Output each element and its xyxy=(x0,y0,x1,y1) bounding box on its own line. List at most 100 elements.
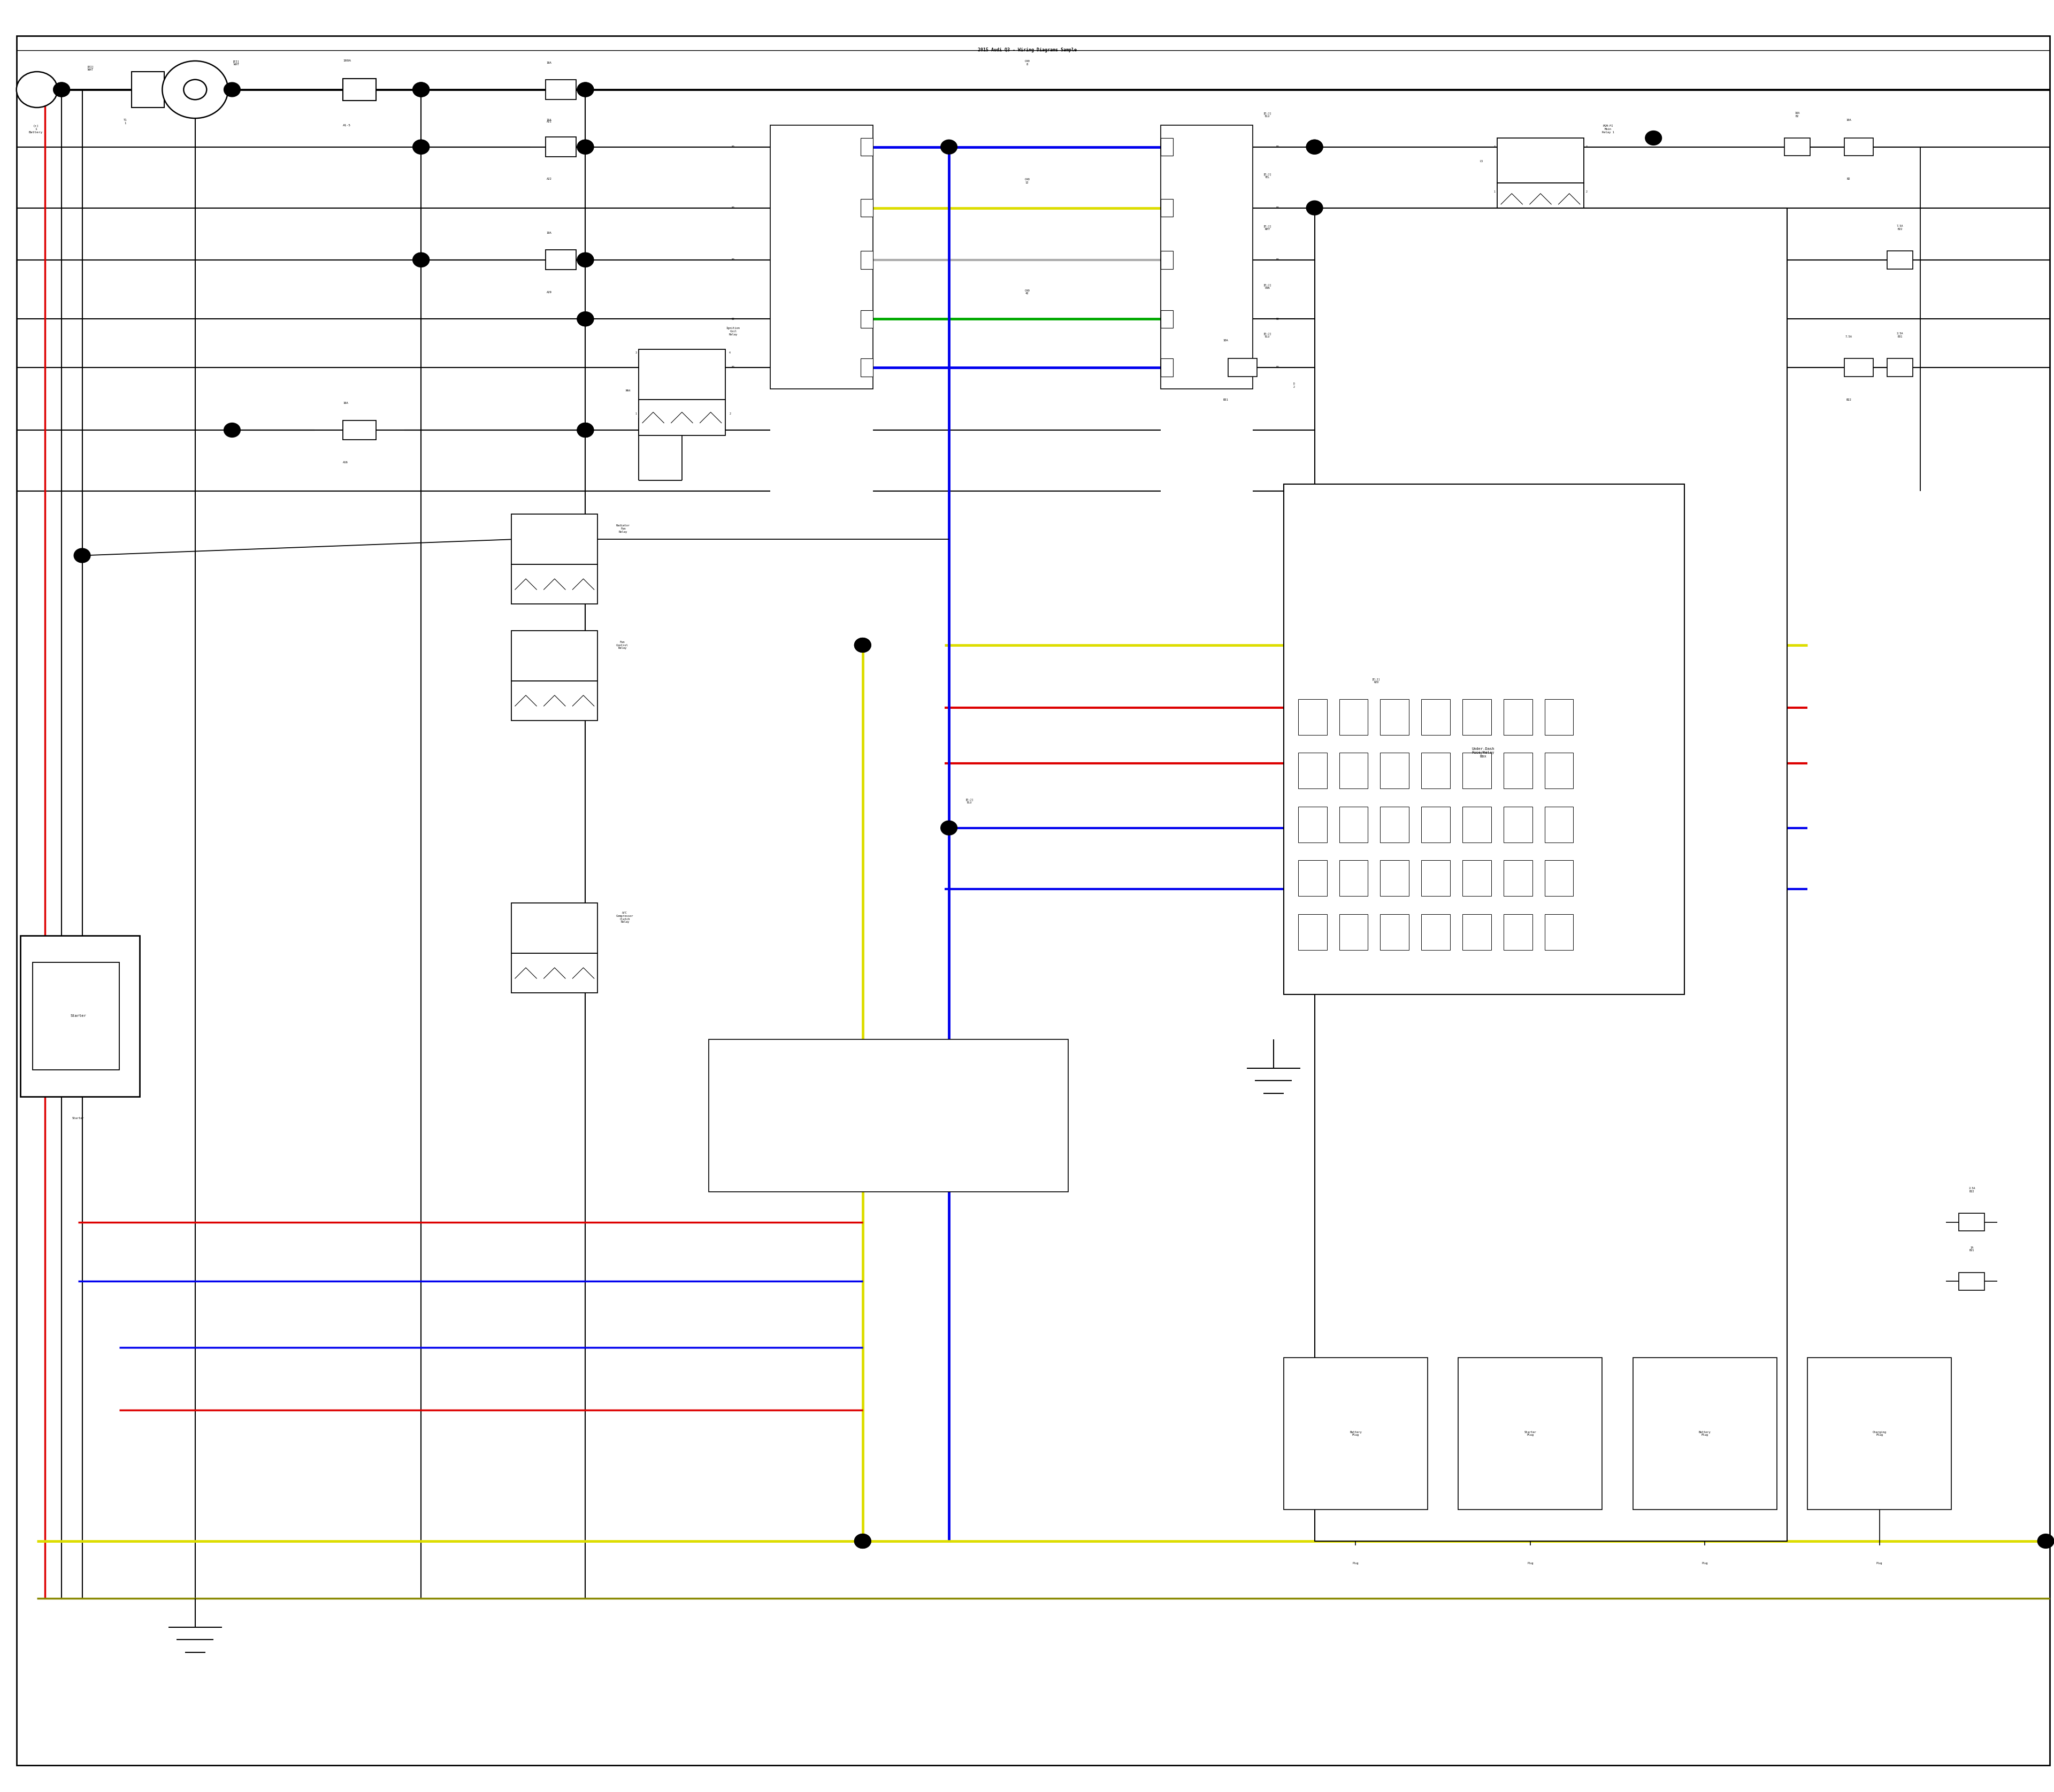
Bar xyxy=(511,903,598,953)
Bar xyxy=(1339,806,1368,842)
Bar xyxy=(1888,358,1912,376)
Bar xyxy=(1497,138,1584,183)
Text: 59: 59 xyxy=(1276,206,1280,210)
Bar xyxy=(1380,806,1409,842)
Bar xyxy=(1284,1358,1428,1509)
Text: 59: 59 xyxy=(731,145,735,149)
Text: 59: 59 xyxy=(731,206,735,210)
Circle shape xyxy=(413,82,429,97)
Bar xyxy=(1545,806,1573,842)
Text: [E:J]
WHT: [E:J] WHT xyxy=(1263,224,1271,231)
Circle shape xyxy=(577,253,594,267)
Text: 15A: 15A xyxy=(546,118,553,122)
Text: Plug: Plug xyxy=(1703,1563,1707,1564)
Text: Under-Dash
Fuse/Relay
Box: Under-Dash Fuse/Relay Box xyxy=(1471,747,1495,758)
Text: [E:J]
RED: [E:J] RED xyxy=(1372,677,1380,685)
Bar xyxy=(1462,860,1491,896)
Bar xyxy=(1545,753,1573,788)
Text: (+)
1
Battery: (+) 1 Battery xyxy=(29,125,43,133)
Text: A1-5: A1-5 xyxy=(343,124,351,127)
Text: A22: A22 xyxy=(546,177,553,181)
Bar xyxy=(1380,699,1409,735)
Circle shape xyxy=(224,82,240,97)
Circle shape xyxy=(577,82,594,97)
Circle shape xyxy=(183,79,207,100)
Text: C40
42: C40 42 xyxy=(1025,289,1029,296)
Text: Battery
Plug: Battery Plug xyxy=(1699,1430,1711,1437)
Bar xyxy=(1808,1358,1951,1509)
Bar xyxy=(1380,753,1409,788)
Text: A/C
Compressor
Clutch
Relay: A/C Compressor Clutch Relay xyxy=(616,912,633,923)
Text: [E:J]
BLU: [E:J] BLU xyxy=(1263,332,1271,339)
Bar xyxy=(1421,914,1450,950)
Text: 59: 59 xyxy=(1276,317,1280,321)
Text: Battery
Plug: Battery Plug xyxy=(1349,1430,1362,1437)
Circle shape xyxy=(941,140,957,154)
Text: B2: B2 xyxy=(1847,177,1851,181)
Text: 10A: 10A xyxy=(1847,118,1851,122)
Bar xyxy=(639,349,725,400)
Text: 59: 59 xyxy=(1276,366,1280,369)
Text: PGM-FI
Main
Relay 1: PGM-FI Main Relay 1 xyxy=(1602,125,1614,133)
Text: Plug: Plug xyxy=(1877,1563,1881,1564)
Bar xyxy=(1462,914,1491,950)
Bar xyxy=(861,358,873,376)
Circle shape xyxy=(854,638,871,652)
Circle shape xyxy=(854,1534,871,1548)
Bar xyxy=(770,125,873,389)
Text: 59: 59 xyxy=(731,366,735,369)
Bar xyxy=(1633,1358,1777,1509)
Bar xyxy=(1161,138,1173,156)
Circle shape xyxy=(1306,201,1323,215)
Text: 10A
B2: 10A B2 xyxy=(1795,111,1799,118)
Text: 16A: 16A xyxy=(343,401,349,405)
Text: 1A
B21: 1A B21 xyxy=(1970,1245,1974,1253)
Text: 2.5A
B31: 2.5A B31 xyxy=(1896,332,1904,339)
Text: B31: B31 xyxy=(1222,398,1228,401)
Text: A21: A21 xyxy=(546,120,553,124)
Text: [EI]
WHT: [EI] WHT xyxy=(232,59,240,66)
Text: Fan
Control
Relay: Fan Control Relay xyxy=(616,642,629,649)
Bar xyxy=(1284,484,1684,995)
Text: 2015 Audi Q3 - Wiring Diagrams Sample: 2015 Audi Q3 - Wiring Diagrams Sample xyxy=(978,48,1076,52)
Text: L5: L5 xyxy=(1479,159,1483,163)
Bar xyxy=(1339,860,1368,896)
Circle shape xyxy=(413,82,429,97)
Bar xyxy=(1545,914,1573,950)
Bar xyxy=(546,136,575,156)
Bar xyxy=(1421,806,1450,842)
Text: 10A: 10A xyxy=(546,231,553,235)
Circle shape xyxy=(413,253,429,267)
Text: 7.5A: 7.5A xyxy=(1844,335,1853,339)
Circle shape xyxy=(577,140,594,154)
Text: [E:J]
BLU: [E:J] BLU xyxy=(1263,111,1271,118)
Bar xyxy=(1960,1272,1984,1290)
Text: 100A: 100A xyxy=(343,59,351,63)
Bar xyxy=(1421,699,1450,735)
Circle shape xyxy=(53,82,70,97)
Bar xyxy=(343,79,376,100)
Bar xyxy=(1161,251,1173,269)
Circle shape xyxy=(224,423,240,437)
Bar xyxy=(1504,699,1532,735)
Text: C40
12: C40 12 xyxy=(1025,177,1029,185)
Bar xyxy=(511,631,598,681)
Text: C40
8: C40 8 xyxy=(1025,59,1029,66)
Circle shape xyxy=(941,821,957,835)
Bar xyxy=(1504,860,1532,896)
Text: M44: M44 xyxy=(626,389,631,392)
Text: 59: 59 xyxy=(1276,145,1280,149)
Bar xyxy=(546,249,575,269)
Circle shape xyxy=(577,82,594,97)
Bar xyxy=(1462,806,1491,842)
Bar xyxy=(1161,358,1173,376)
Bar xyxy=(1504,914,1532,950)
Bar xyxy=(1298,753,1327,788)
Circle shape xyxy=(854,1534,871,1548)
Bar xyxy=(1315,208,1787,1541)
Text: Radiator
Fan
Relay: Radiator Fan Relay xyxy=(616,525,631,532)
Bar xyxy=(511,514,598,564)
Text: A16: A16 xyxy=(343,461,349,464)
Bar xyxy=(131,72,164,108)
Bar xyxy=(1504,753,1532,788)
